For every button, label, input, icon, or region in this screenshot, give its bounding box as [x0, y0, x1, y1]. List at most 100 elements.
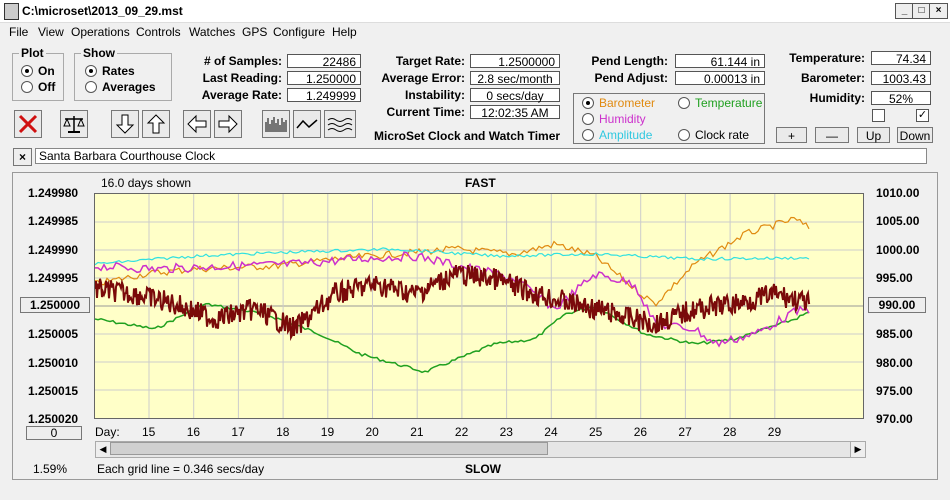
grid-note-label: Each grid line = 0.346 secs/day [97, 462, 265, 476]
menu-controls[interactable]: Controls [136, 25, 181, 39]
right-tick-label: 970.00 [876, 412, 913, 426]
avg-error-value: 2.8 sec/month [470, 71, 560, 86]
day-tick-label: 26 [633, 425, 648, 439]
right-tick-label: 980.00 [876, 355, 913, 370]
days-shown-label: 16.0 days shown [101, 176, 192, 190]
title-bar: C:\microset\2013_09_29.mst _ □ × [0, 0, 950, 23]
day-tick-label: 29 [767, 425, 782, 439]
temperature-label: Temperature: [789, 51, 865, 65]
menu-operations[interactable]: Operations [71, 25, 130, 39]
current-time-value: 12:02:35 AM [470, 105, 560, 120]
scroll-thumb[interactable] [110, 442, 548, 455]
clock-rate-radio[interactable] [678, 129, 690, 141]
watch-name-field[interactable]: Santa Barbara Courthouse Clock [35, 148, 927, 164]
right-center-button[interactable]: 990.00 [868, 297, 926, 313]
left-tick-label: 1.249990 [28, 242, 79, 257]
left-zero-button[interactable]: 0 [26, 426, 82, 440]
avg-rate-value: 1.249999 [287, 88, 361, 103]
arrow-left-icon[interactable] [183, 110, 211, 138]
plot-off-label: Off [38, 80, 56, 94]
humidity-trace [95, 251, 810, 348]
day-tick-label: 18 [276, 425, 290, 439]
arrow-down-icon[interactable] [111, 110, 139, 138]
humidity-radio[interactable] [582, 113, 594, 125]
barometer-trace [95, 216, 810, 307]
chart-svg [95, 194, 863, 418]
arrow-right-icon[interactable] [214, 110, 242, 138]
plot-off-radio[interactable] [21, 81, 33, 93]
show-group: Show [74, 46, 172, 101]
right-tick-label: 1010.00 [876, 186, 920, 200]
sensor-group [573, 93, 765, 144]
barometer-value: 1003.43 [871, 71, 931, 86]
amplitude-radio[interactable] [582, 129, 594, 141]
avg-rate-label: Average Rate: [201, 88, 282, 102]
humidity-value: 52% [871, 91, 931, 106]
close-watch-icon[interactable]: × [13, 148, 32, 166]
barometer-option-label: Barometer [599, 96, 656, 110]
menu-view[interactable]: View [38, 25, 64, 39]
left-tick-label: 1.249995 [28, 270, 79, 285]
day-tick-label: 19 [320, 425, 335, 439]
menu-bar: File View Operations Controls Watches GP… [0, 23, 950, 41]
day-tick-label: 25 [589, 425, 603, 439]
menu-configure[interactable]: Configure [273, 25, 326, 39]
day-tick-label: 20 [365, 425, 379, 439]
scale-down-button[interactable]: Down [897, 127, 933, 143]
wave-graph-icon[interactable] [324, 110, 356, 138]
right-tick-label: 995.00 [876, 270, 913, 285]
right-tick-label: 1000.00 [876, 242, 920, 257]
show-averages-radio[interactable] [85, 81, 97, 93]
plot-on-label: On [38, 64, 55, 78]
day-tick-label: 21 [410, 425, 424, 439]
bar-graph-icon[interactable] [262, 110, 290, 138]
left-tick-label: 1.250010 [28, 355, 79, 370]
checkbox-left[interactable] [872, 109, 885, 122]
temperature-radio[interactable] [678, 97, 690, 109]
show-averages-label: Averages [102, 80, 156, 94]
scale-plus-button[interactable]: + [776, 127, 807, 143]
left-tick-label: 1.250015 [28, 383, 79, 398]
menu-help[interactable]: Help [332, 25, 357, 39]
humidity-label: Humidity: [809, 91, 865, 105]
balance-scale-icon[interactable] [60, 110, 88, 138]
show-rates-radio[interactable] [85, 65, 97, 77]
temperature-value: 74.34 [871, 51, 931, 66]
plot-on-radio[interactable] [21, 65, 33, 77]
left-tick-label: 1.250020 [28, 412, 79, 426]
barometer-radio[interactable] [582, 97, 594, 109]
day-tick-label: 16 [186, 425, 201, 439]
line-graph-icon[interactable] [293, 110, 321, 138]
barometer-label: Barometer: [800, 71, 865, 85]
show-rates-label: Rates [102, 64, 135, 78]
right-tick-label: 985.00 [876, 327, 913, 342]
pend-length-label: Pend Length: [591, 54, 668, 68]
rate-trace [95, 264, 811, 342]
slow-label: SLOW [465, 462, 501, 476]
menu-watches[interactable]: Watches [189, 25, 236, 39]
menu-gps[interactable]: GPS [242, 25, 268, 39]
checkbox-right[interactable]: ✓ [916, 109, 929, 122]
scale-up-button[interactable]: Up [857, 127, 890, 143]
show-group-title: Show [81, 46, 117, 60]
last-reading-label: Last Reading: [202, 71, 282, 85]
right-tick-label: 1005.00 [876, 214, 920, 229]
day-tick-label: 28 [723, 425, 737, 439]
pend-adjust-value: 0.00013 in [675, 71, 765, 86]
menu-file[interactable]: File [9, 25, 29, 39]
clear-x-icon[interactable] [14, 110, 42, 138]
scale-minus-button[interactable]: — [815, 127, 849, 143]
instability-value: 0 secs/day [470, 88, 560, 103]
day-tick-label: 22 [454, 425, 469, 439]
scroll-right-icon[interactable]: ▶ [850, 441, 866, 458]
left-center-button[interactable]: 1.250000 [20, 297, 90, 313]
percent-label: 1.59% [33, 462, 68, 476]
plot-group-title: Plot [19, 46, 46, 60]
close-icon[interactable]: × [929, 3, 948, 19]
scroll-left-icon[interactable]: ◀ [95, 441, 111, 458]
arrow-up-icon[interactable] [142, 110, 170, 138]
humidity-option-label: Humidity [599, 112, 646, 126]
day-tick-label: 15 [142, 425, 156, 439]
target-rate-label: Target Rate: [395, 54, 465, 68]
left-tick-label: 1.250005 [28, 327, 79, 342]
